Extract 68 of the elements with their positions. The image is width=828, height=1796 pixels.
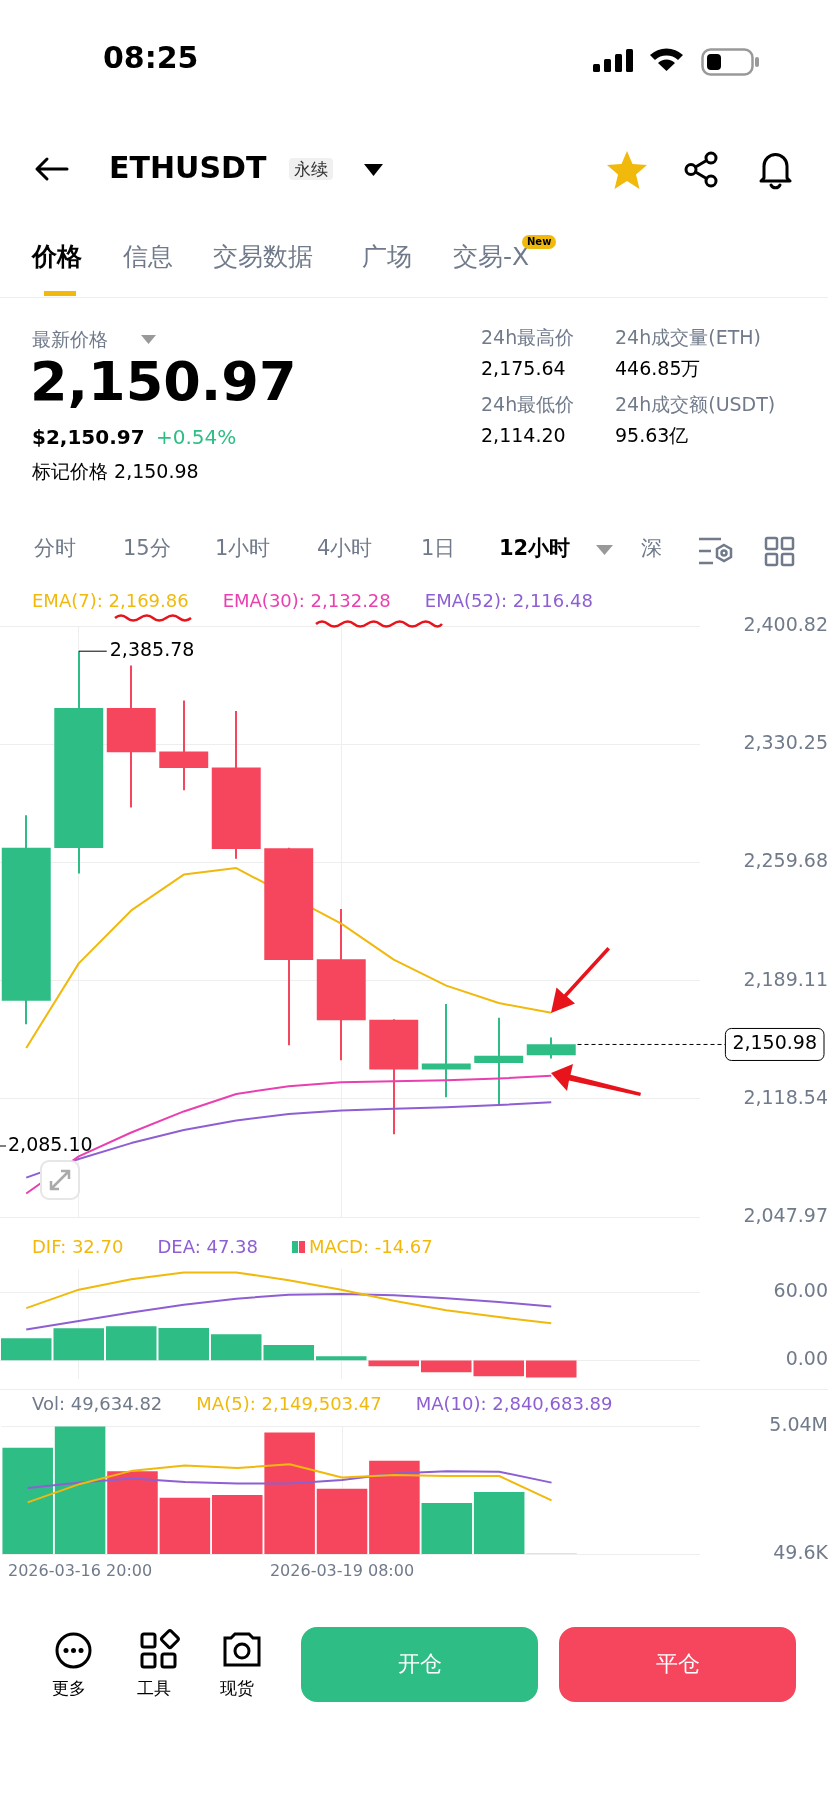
bar	[369, 1460, 420, 1554]
text: 最新价格	[32, 328, 108, 351]
text: 95.63亿	[615, 424, 689, 447]
text: 446.85万	[615, 357, 701, 380]
text: 12小时	[499, 536, 571, 562]
text: 永续	[289, 158, 333, 181]
bar	[421, 1503, 473, 1554]
text: 深	[641, 536, 662, 562]
text: 24h最低价	[481, 393, 575, 416]
text: 分时	[34, 536, 76, 562]
y-tick-label: 2,330.25	[743, 731, 828, 754]
text: 广场	[362, 242, 412, 272]
y-tick-label: 2,189.11	[743, 967, 828, 990]
text: 交易数据	[213, 242, 313, 272]
y-tick-label: 2,118.54	[743, 1085, 828, 1108]
y-tick-label: 2,259.68	[743, 849, 828, 872]
text: 08:25	[103, 40, 199, 76]
y-tick-label: 2,047.97	[743, 1203, 828, 1226]
text: 2,175.64	[481, 357, 566, 380]
series-label: Vol: 49,634.82	[32, 1393, 163, 1414]
text: MA(10): 2,840,683.89	[415, 1393, 613, 1414]
series-label: DIF: 32.70	[32, 1236, 124, 1257]
text: 1日	[421, 536, 456, 562]
text: 2,114.20	[481, 424, 566, 447]
text: ETHUSDT	[109, 150, 267, 186]
bar	[107, 1471, 158, 1554]
ref-line-label: 2,150.98	[732, 1031, 817, 1054]
bar	[473, 1492, 525, 1554]
annotation: 2,385.78	[109, 638, 195, 661]
y-tick-label: 49.6K	[773, 1540, 828, 1563]
text: New	[522, 235, 557, 249]
text: 工具	[137, 1678, 171, 1699]
bar	[315, 1356, 367, 1361]
y-tick-label: 5.04M	[769, 1413, 828, 1436]
text: 2,150.97	[30, 350, 297, 415]
bar	[2, 1447, 53, 1554]
text: $2,150.97	[32, 425, 145, 449]
x-tick-label: 2026-03-19 08:00	[269, 1560, 415, 1580]
bar	[159, 1497, 211, 1554]
text: 标记价格 2,150.98	[32, 460, 199, 483]
text: 价格	[32, 242, 82, 272]
text: DEA: 47.38	[157, 1236, 258, 1257]
y-tick-label: 0.00	[785, 1347, 828, 1370]
text: 1小时	[215, 536, 271, 562]
bar	[525, 1360, 577, 1378]
y-tick-label: 60.00	[773, 1279, 828, 1302]
text: 平仓	[559, 1627, 796, 1702]
text: EMA(52): 2,116.48	[424, 590, 593, 611]
text: MA(5): 2,149,503.47	[196, 1393, 382, 1414]
text: 信息	[123, 242, 173, 272]
text: 24h最高价	[481, 326, 575, 349]
text: 15分	[123, 536, 171, 562]
text: 现货	[220, 1678, 254, 1699]
text: +0.54%	[156, 425, 237, 449]
x-tick-label: 2026-03-16 20:00	[8, 1560, 153, 1580]
bar	[54, 1426, 106, 1554]
text: 4小时	[317, 536, 373, 562]
text: 24h成交额(USDT)	[615, 393, 776, 416]
text: EMA(30): 2,132.28	[222, 590, 391, 611]
legend-label: MACD: -14.67	[309, 1236, 433, 1257]
text: 开仓	[301, 1627, 538, 1702]
text: 24h成交量(ETH)	[615, 326, 761, 349]
bar	[316, 1488, 368, 1554]
candlestick	[421, 1003, 471, 1099]
text: 更多	[52, 1678, 86, 1699]
annotation: 2,085.10	[8, 1132, 93, 1155]
y-tick-label: 2,400.82	[743, 612, 828, 635]
text: EMA(7): 2,169.86	[32, 590, 189, 611]
